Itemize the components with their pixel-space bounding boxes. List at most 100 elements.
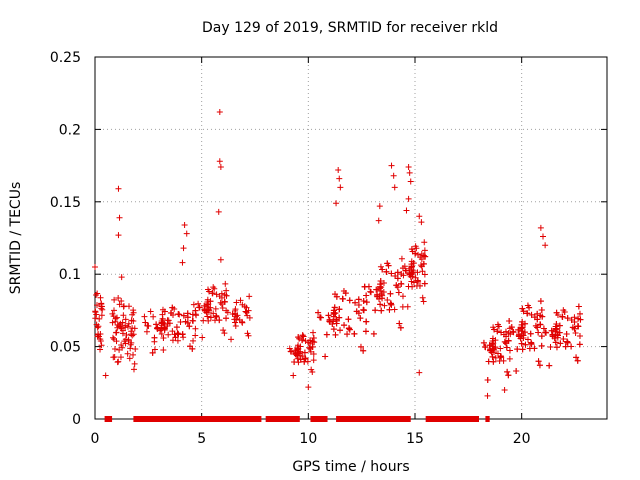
data-point bbox=[421, 280, 428, 287]
data-point bbox=[311, 339, 318, 346]
data-point bbox=[124, 350, 131, 357]
data-point bbox=[421, 271, 428, 278]
data-point bbox=[524, 336, 531, 343]
data-point bbox=[177, 319, 184, 326]
data-point bbox=[416, 213, 423, 220]
data-point bbox=[487, 347, 494, 354]
data-point bbox=[538, 333, 545, 340]
data-point bbox=[119, 327, 126, 334]
data-point bbox=[564, 315, 571, 322]
data-point bbox=[232, 319, 239, 326]
data-point bbox=[501, 338, 508, 345]
data-point bbox=[336, 175, 343, 182]
data-point bbox=[193, 312, 200, 319]
data-point bbox=[576, 341, 583, 348]
data-point bbox=[357, 343, 364, 350]
data-point bbox=[115, 294, 122, 301]
data-point bbox=[576, 333, 583, 340]
data-point bbox=[220, 327, 227, 334]
data-point bbox=[216, 317, 223, 324]
data-point bbox=[288, 348, 295, 355]
data-point bbox=[131, 360, 138, 367]
data-point bbox=[370, 330, 377, 337]
data-point bbox=[143, 328, 150, 335]
data-point bbox=[111, 345, 118, 352]
data-point bbox=[527, 330, 534, 337]
data-point bbox=[410, 279, 417, 286]
data-point bbox=[332, 310, 339, 317]
data-point bbox=[337, 327, 344, 334]
data-point bbox=[164, 317, 171, 324]
data-point bbox=[130, 331, 137, 338]
data-point bbox=[540, 233, 546, 240]
data-point bbox=[161, 308, 168, 315]
data-point bbox=[332, 331, 339, 338]
data-point bbox=[94, 324, 101, 331]
data-point bbox=[421, 239, 428, 246]
data-point bbox=[130, 351, 137, 358]
data-point bbox=[417, 262, 424, 269]
data-point bbox=[404, 303, 411, 310]
data-point bbox=[126, 355, 133, 362]
data-point bbox=[407, 178, 414, 185]
data-point bbox=[532, 322, 539, 329]
data-point bbox=[556, 329, 563, 336]
data-point bbox=[199, 334, 206, 341]
data-point bbox=[340, 288, 347, 295]
data-point bbox=[503, 344, 510, 351]
data-point bbox=[232, 323, 239, 330]
data-point bbox=[480, 339, 487, 346]
data-point bbox=[290, 372, 297, 379]
data-point bbox=[398, 280, 405, 287]
data-point bbox=[246, 293, 253, 300]
data-point bbox=[142, 319, 149, 326]
data-point bbox=[112, 329, 119, 336]
data-point bbox=[115, 232, 122, 239]
data-point bbox=[556, 322, 563, 329]
data-point bbox=[92, 263, 98, 270]
data-point bbox=[360, 306, 367, 313]
data-point bbox=[97, 336, 104, 343]
x-tick-label: 0 bbox=[91, 431, 100, 447]
data-point bbox=[309, 369, 316, 376]
data-point bbox=[151, 334, 158, 341]
data-point bbox=[92, 308, 99, 315]
data-point bbox=[534, 310, 541, 317]
data-point bbox=[176, 311, 183, 318]
data-point bbox=[205, 317, 212, 324]
data-point bbox=[524, 310, 531, 317]
data-point bbox=[378, 307, 385, 314]
data-point bbox=[494, 328, 501, 335]
data-point bbox=[377, 263, 384, 270]
axis-ticks bbox=[94, 56, 607, 420]
data-point bbox=[489, 339, 496, 346]
data-point bbox=[151, 346, 158, 353]
data-point bbox=[164, 322, 171, 329]
data-point bbox=[92, 315, 99, 322]
data-point bbox=[396, 320, 403, 327]
data-point bbox=[291, 359, 298, 366]
data-point bbox=[574, 323, 581, 330]
data-point bbox=[117, 354, 124, 361]
zero-value-markers bbox=[104, 416, 490, 422]
data-point bbox=[229, 311, 236, 318]
x-tick-label: 10 bbox=[299, 431, 317, 447]
data-point bbox=[397, 324, 404, 331]
x-axis-label: GPS time / hours bbox=[292, 459, 409, 475]
data-point bbox=[209, 290, 216, 297]
data-point bbox=[130, 307, 137, 314]
data-point bbox=[341, 322, 348, 329]
data-point bbox=[127, 345, 134, 352]
data-point bbox=[395, 289, 402, 296]
data-point bbox=[339, 295, 346, 302]
data-point bbox=[390, 172, 397, 179]
data-point bbox=[325, 312, 332, 319]
zero-value-segment bbox=[336, 416, 411, 422]
y-axis-label: SRMTID / TECUs bbox=[8, 182, 24, 295]
data-point bbox=[332, 291, 339, 298]
data-point bbox=[344, 331, 351, 338]
data-point bbox=[192, 332, 199, 339]
data-point bbox=[505, 372, 512, 379]
data-point bbox=[391, 184, 398, 191]
data-point bbox=[519, 305, 526, 312]
